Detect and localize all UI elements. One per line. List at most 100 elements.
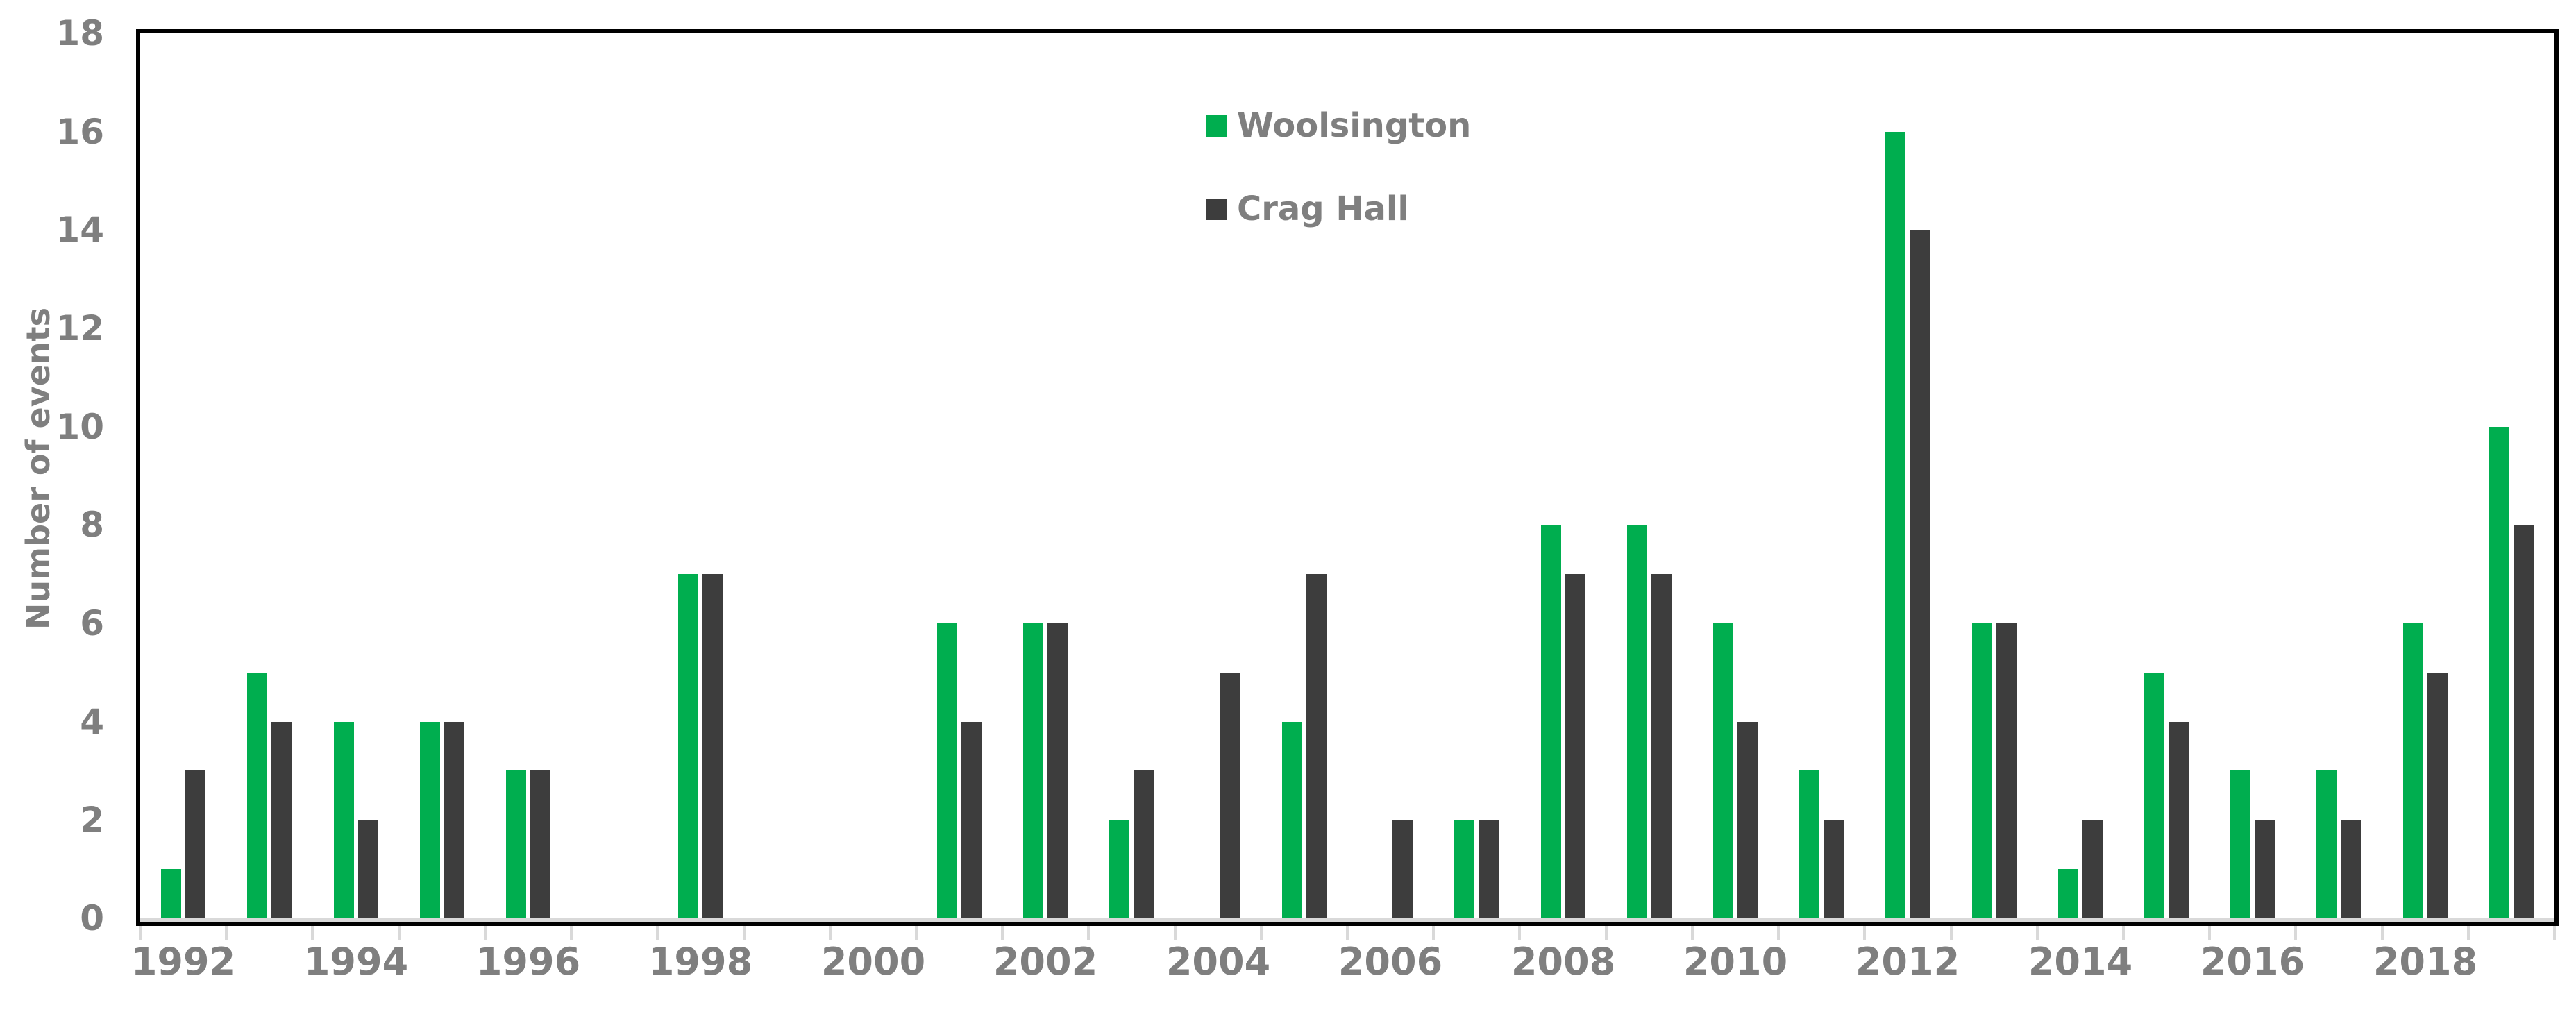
x-tick-mark xyxy=(1174,926,1177,940)
bar-woolsington-2003 xyxy=(1109,820,1130,918)
bar-crag-hall-2009 xyxy=(1651,574,1672,918)
y-tick-label-12: 12 xyxy=(56,308,104,348)
bar-woolsington-1996 xyxy=(505,770,526,918)
bar-woolsington-2014 xyxy=(2057,869,2078,918)
x-tick-mark xyxy=(1691,926,1694,940)
bar-crag-hall-2007 xyxy=(1479,820,1499,918)
bar-woolsington-2019 xyxy=(2489,427,2509,918)
bar-woolsington-2018 xyxy=(2402,623,2423,918)
legend: Woolsington Crag Hall xyxy=(1206,106,1472,282)
x-tick-mark xyxy=(2553,926,2556,940)
bar-crag-hall-1992 xyxy=(185,770,206,918)
x-tick-mark xyxy=(656,926,659,940)
y-tick-label-16: 16 xyxy=(56,112,104,152)
x-tick-label-2002: 2002 xyxy=(993,940,1098,984)
x-tick-label-2014: 2014 xyxy=(2028,940,2133,984)
bar-woolsington-2009 xyxy=(1626,525,1647,918)
bar-woolsington-2017 xyxy=(2316,770,2337,918)
x-tick-mark xyxy=(2294,926,2297,940)
x-tick-label-2018: 2018 xyxy=(2373,940,2478,984)
bar-woolsington-2010 xyxy=(1712,623,1733,918)
legend-swatch xyxy=(1206,199,1227,220)
x-tick-label-2012: 2012 xyxy=(1855,940,1960,984)
bar-crag-hall-1995 xyxy=(444,722,464,918)
bar-crag-hall-2016 xyxy=(2255,820,2275,918)
bar-woolsington-2016 xyxy=(2230,770,2251,918)
bar-crag-hall-2019 xyxy=(2513,525,2534,918)
x-tick-mark xyxy=(2036,926,2039,940)
bar-crag-hall-1993 xyxy=(271,722,292,918)
x-tick-mark xyxy=(1260,926,1263,940)
x-tick-mark xyxy=(1432,926,1435,940)
x-tick-label-1996: 1996 xyxy=(475,940,581,984)
x-tick-label-2004: 2004 xyxy=(1165,940,1271,984)
bar-crag-hall-2006 xyxy=(1392,820,1413,918)
bar-woolsington-2011 xyxy=(1799,770,1820,918)
x-tick-mark xyxy=(1863,926,1866,940)
bar-crag-hall-2005 xyxy=(1306,574,1327,918)
bar-woolsington-1998 xyxy=(678,574,699,918)
bar-crag-hall-2011 xyxy=(1824,820,1844,918)
bar-crag-hall-2008 xyxy=(1565,574,1585,918)
y-tick-label-14: 14 xyxy=(56,210,104,250)
bar-crag-hall-2013 xyxy=(1996,623,2017,918)
bar-crag-hall-2001 xyxy=(961,722,982,918)
y-tick-label-18: 18 xyxy=(56,13,104,53)
x-tick-mark xyxy=(1087,926,1090,940)
bar-crag-hall-2014 xyxy=(2082,820,2103,918)
y-tick-label-10: 10 xyxy=(56,407,104,447)
x-tick-label-2010: 2010 xyxy=(1683,940,1788,984)
x-tick-mark xyxy=(398,926,401,940)
bar-woolsington-1994 xyxy=(333,722,354,918)
x-tick-mark xyxy=(1346,926,1349,940)
y-tick-label-8: 8 xyxy=(80,505,104,545)
x-tick-mark xyxy=(570,926,573,940)
bar-woolsington-2015 xyxy=(2144,673,2165,918)
x-tick-label-2006: 2006 xyxy=(1338,940,1443,984)
y-tick-label-6: 6 xyxy=(80,603,104,643)
bar-crag-hall-2002 xyxy=(1047,623,1068,918)
bar-crag-hall-1994 xyxy=(357,820,378,918)
bar-crag-hall-2003 xyxy=(1134,770,1154,918)
x-tick-label-1998: 1998 xyxy=(648,940,753,984)
bar-crag-hall-2018 xyxy=(2427,673,2448,918)
bar-woolsington-2007 xyxy=(1454,820,1475,918)
legend-label: Woolsington xyxy=(1237,106,1472,145)
x-tick-mark xyxy=(225,926,228,940)
bar-crag-hall-2004 xyxy=(1220,673,1240,918)
bar-woolsington-2002 xyxy=(1023,623,1044,918)
plot-area xyxy=(136,29,2559,926)
bar-woolsington-2008 xyxy=(1540,525,1561,918)
x-tick-mark xyxy=(1001,926,1004,940)
y-tick-label-4: 4 xyxy=(80,702,104,742)
x-tick-label-2000: 2000 xyxy=(820,940,926,984)
bar-woolsington-1992 xyxy=(161,869,182,918)
bar-woolsington-1995 xyxy=(419,722,440,918)
x-tick-mark xyxy=(2122,926,2125,940)
x-tick-mark xyxy=(1518,926,1521,940)
bar-crag-hall-1996 xyxy=(530,770,550,918)
bar-crag-hall-2012 xyxy=(1910,230,1930,918)
x-tick-mark xyxy=(1777,926,1780,940)
y-axis-title: Number of events xyxy=(19,307,57,630)
x-tick-mark xyxy=(1950,926,1953,940)
bar-crag-hall-2010 xyxy=(1737,722,1758,918)
x-tick-mark xyxy=(2467,926,2470,940)
x-tick-label-2016: 2016 xyxy=(2200,940,2305,984)
bar-crag-hall-2015 xyxy=(2169,722,2189,918)
x-tick-mark xyxy=(743,926,746,940)
bar-crag-hall-2017 xyxy=(2341,820,2362,918)
legend-label: Crag Hall xyxy=(1237,189,1409,228)
x-tick-mark xyxy=(139,926,142,940)
bar-woolsington-2012 xyxy=(1885,132,1906,918)
bar-crag-hall-1998 xyxy=(702,574,723,918)
legend-item-crag-hall: Crag Hall xyxy=(1206,189,1471,228)
x-tick-mark xyxy=(915,926,918,940)
bar-woolsington-2013 xyxy=(1971,623,1992,918)
x-tick-mark xyxy=(1605,926,1608,940)
x-tick-label-1992: 1992 xyxy=(131,940,236,984)
x-tick-mark xyxy=(2381,926,2384,940)
x-axis-line xyxy=(140,918,2554,922)
x-tick-mark xyxy=(829,926,832,940)
